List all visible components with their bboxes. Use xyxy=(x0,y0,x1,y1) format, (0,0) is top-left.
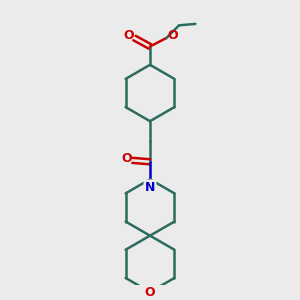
Text: N: N xyxy=(145,180,155,193)
Text: O: O xyxy=(121,152,132,166)
Text: O: O xyxy=(145,286,155,298)
Text: N: N xyxy=(145,181,155,194)
Text: O: O xyxy=(123,29,134,42)
Text: O: O xyxy=(167,29,178,42)
